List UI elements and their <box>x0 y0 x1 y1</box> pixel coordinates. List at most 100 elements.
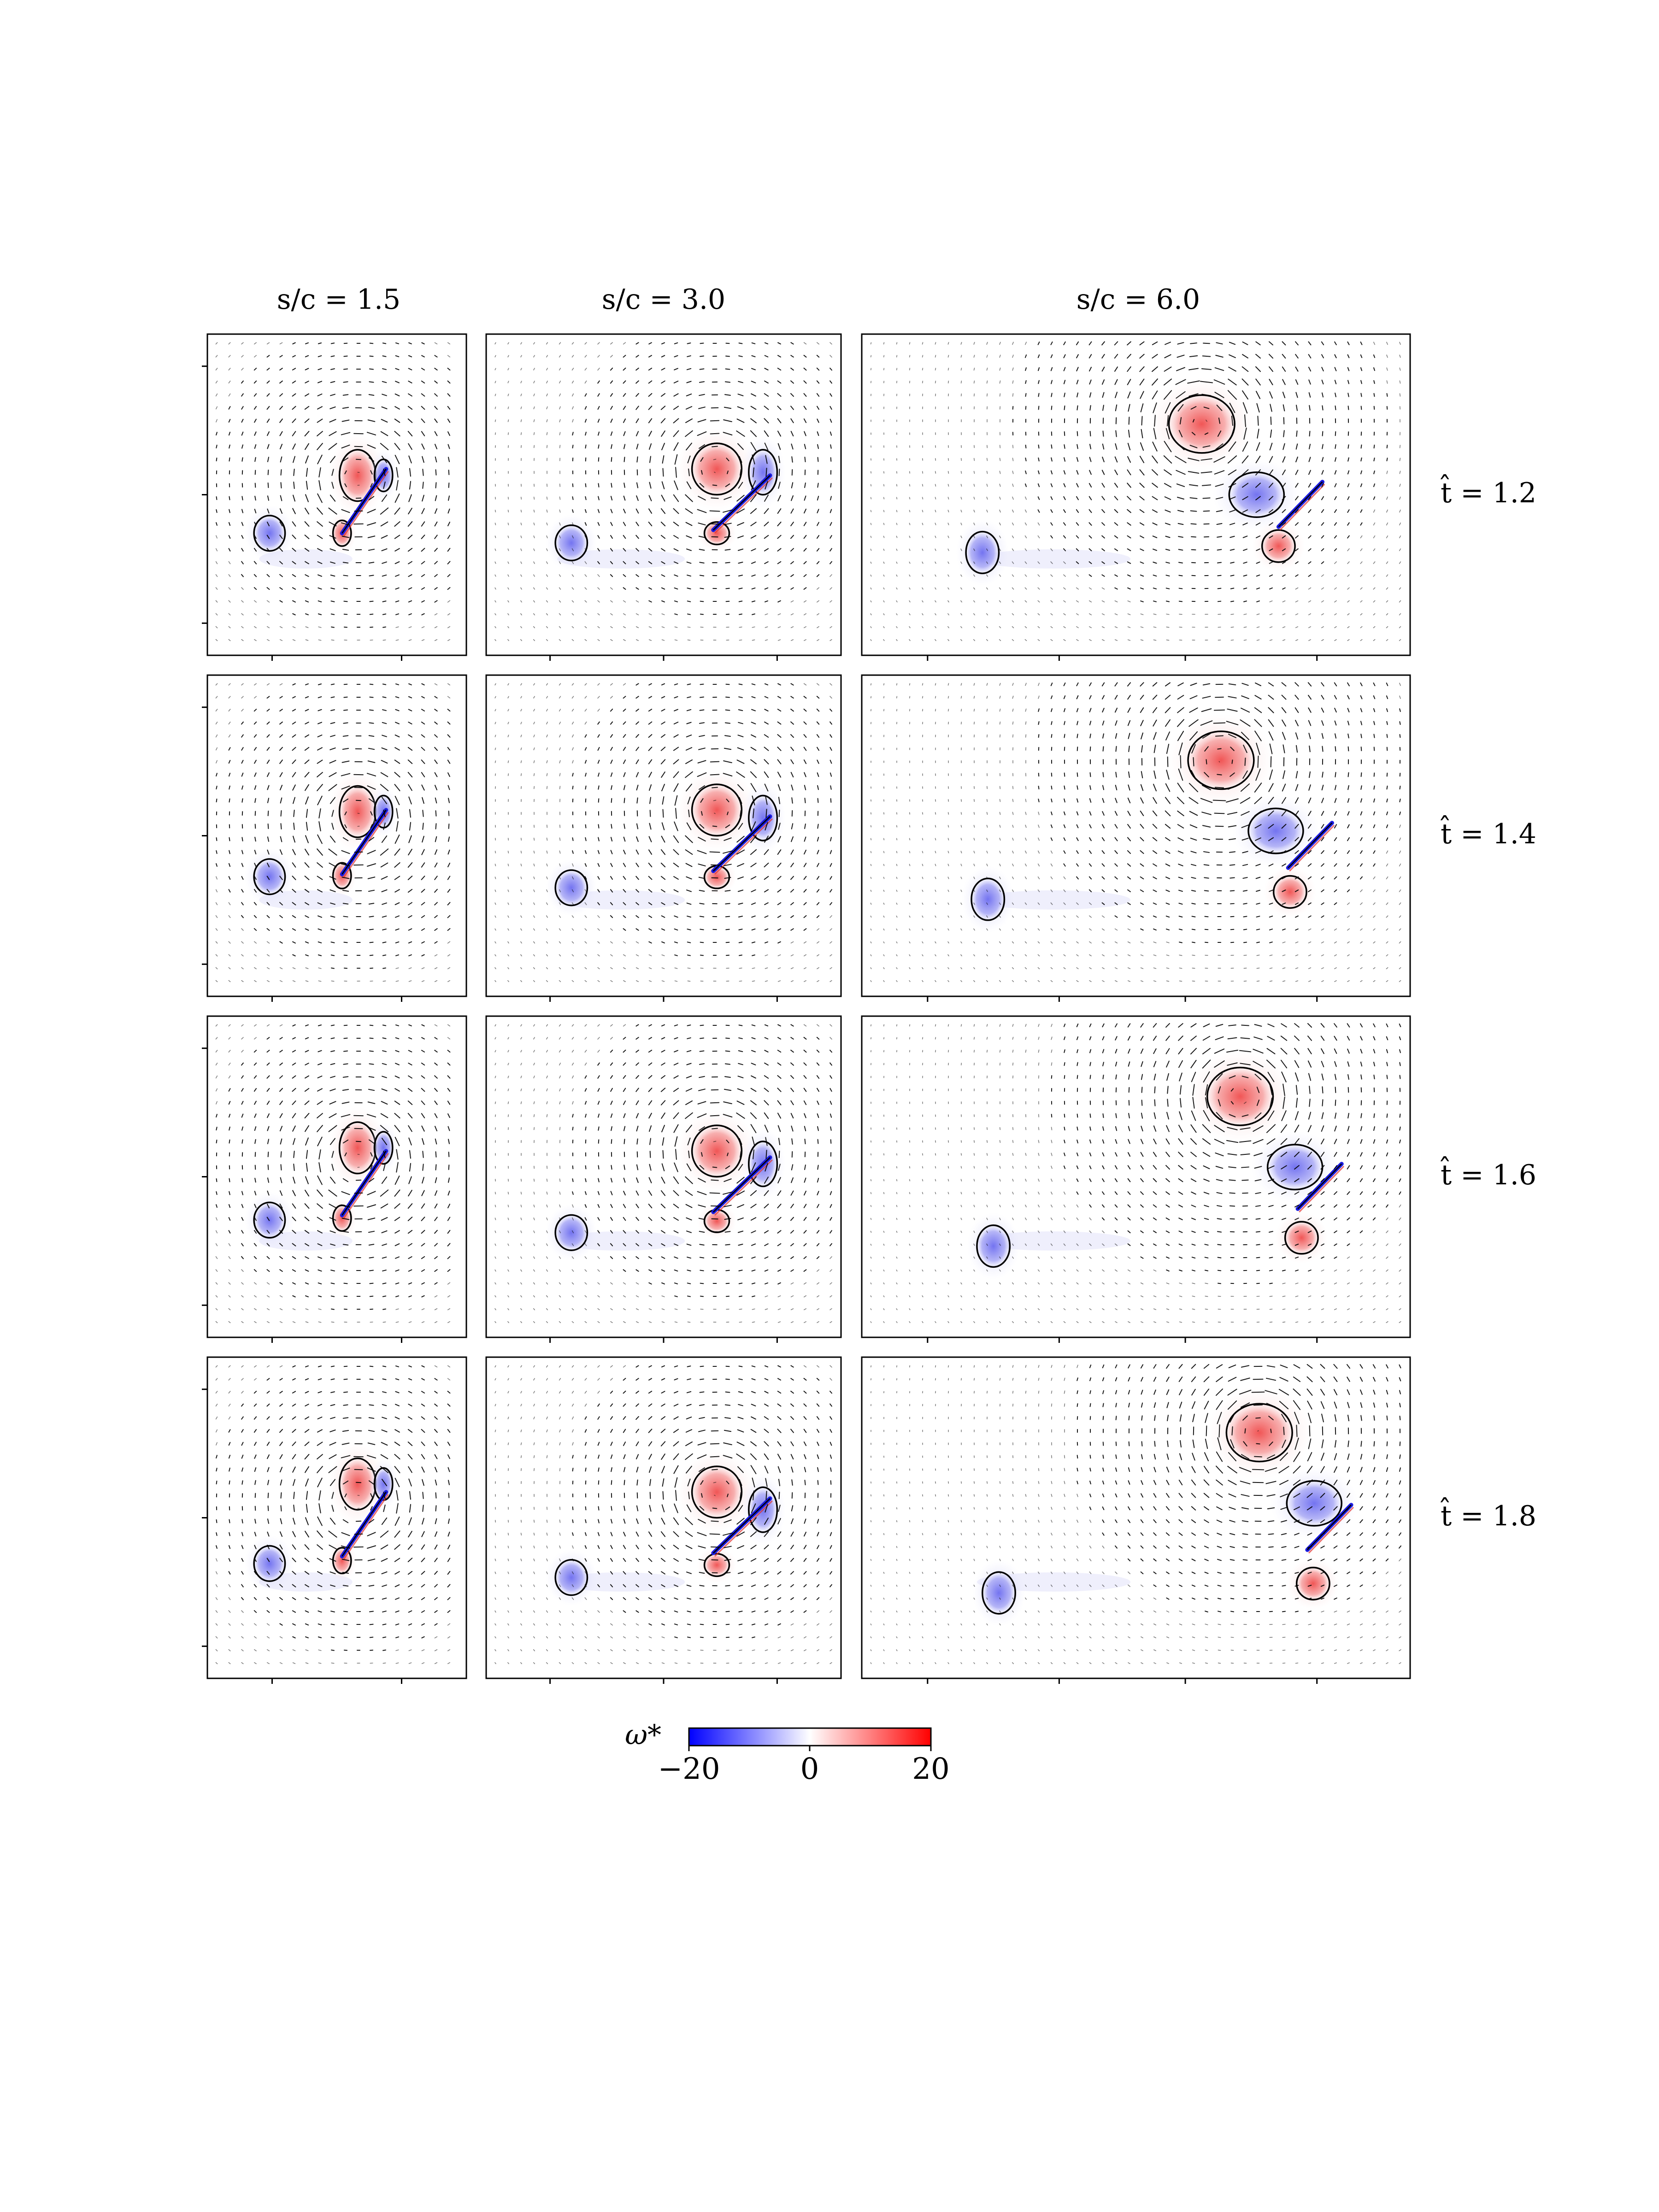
velocity-vector <box>804 626 806 629</box>
velocity-vector <box>1101 695 1105 700</box>
velocity-vector <box>1025 393 1027 397</box>
velocity-vector <box>317 1136 323 1147</box>
velocity-vector <box>520 1063 522 1065</box>
velocity-vector <box>434 547 438 552</box>
velocity-vector <box>1114 561 1118 564</box>
velocity-vector <box>830 574 832 577</box>
velocity-vector <box>947 471 949 474</box>
velocity-vector <box>1282 379 1286 385</box>
velocity-vector <box>1295 470 1299 475</box>
velocity-vector <box>1295 535 1299 539</box>
velocity-vector <box>241 876 244 880</box>
velocity-vector <box>1012 877 1014 879</box>
velocity-vector <box>408 722 412 724</box>
velocity-vector <box>1178 916 1183 918</box>
velocity-vector <box>383 1150 386 1159</box>
velocity-vector <box>1360 811 1363 816</box>
velocity-vector <box>216 773 218 777</box>
velocity-vector <box>1076 509 1079 513</box>
velocity-vector <box>1360 380 1362 384</box>
velocity-vector <box>737 735 744 737</box>
velocity-vector <box>790 876 794 880</box>
velocity-vector <box>1226 798 1239 803</box>
velocity-vector <box>648 836 652 842</box>
velocity-vector <box>648 734 653 738</box>
velocity-vector <box>253 1075 257 1079</box>
velocity-vector <box>1308 707 1312 713</box>
velocity-vector <box>935 683 936 686</box>
velocity-vector <box>648 889 653 893</box>
velocity-vector <box>1386 393 1388 397</box>
velocity-vector <box>292 508 296 514</box>
velocity-vector <box>395 683 400 685</box>
velocity-vector <box>973 561 975 564</box>
velocity-vector <box>1228 366 1236 372</box>
velocity-vector <box>790 431 794 436</box>
velocity-vector <box>1037 850 1040 854</box>
velocity-vector <box>1114 639 1118 641</box>
velocity-vector <box>1282 639 1286 641</box>
velocity-vector <box>292 1125 296 1132</box>
velocity-vector <box>341 760 350 763</box>
velocity-vector <box>1335 392 1336 398</box>
velocity-vector <box>1281 810 1287 817</box>
velocity-vector <box>1115 784 1118 791</box>
velocity-vector <box>367 877 376 879</box>
velocity-vector <box>803 587 807 590</box>
velocity-vector <box>394 1230 400 1234</box>
velocity-vector <box>421 1203 425 1209</box>
velocity-vector <box>507 381 509 383</box>
velocity-vector <box>1373 444 1375 449</box>
plate-edge <box>343 471 389 537</box>
velocity-vector <box>610 639 613 641</box>
velocity-vector <box>673 535 679 539</box>
velocity-vector <box>1115 404 1118 412</box>
velocity-vector <box>648 393 653 397</box>
velocity-vector <box>1360 457 1362 462</box>
velocity-vector <box>1012 587 1014 590</box>
velocity-vector <box>394 772 400 777</box>
velocity-vector <box>1163 378 1172 386</box>
velocity-vector <box>253 561 257 565</box>
velocity-vector <box>1165 509 1171 513</box>
velocity-vector <box>241 928 244 931</box>
velocity-vector <box>1154 415 1156 427</box>
velocity-vector <box>610 600 613 603</box>
velocity-vector <box>1399 889 1401 892</box>
velocity-vector <box>329 862 337 868</box>
velocity-vector <box>1282 366 1286 372</box>
velocity-vector <box>266 1243 270 1247</box>
velocity-vector <box>1281 824 1287 829</box>
velocity-vector <box>830 444 832 449</box>
velocity-vector <box>267 1139 270 1144</box>
velocity-vector <box>447 941 451 944</box>
velocity-vector <box>1153 889 1157 892</box>
velocity-vector <box>253 734 257 738</box>
velocity-vector <box>292 587 296 590</box>
velocity-vector <box>241 734 244 738</box>
velocity-vector <box>367 785 376 790</box>
velocity-vector <box>1101 613 1105 616</box>
velocity-vector <box>662 455 665 464</box>
velocity-vector <box>1269 574 1273 577</box>
velocity-vector <box>973 980 975 982</box>
velocity-vector <box>241 613 244 616</box>
velocity-vector <box>896 941 898 944</box>
velocity-vector <box>1038 682 1040 686</box>
velocity-vector <box>584 967 587 970</box>
velocity-vector <box>533 1063 535 1065</box>
velocity-vector <box>960 471 962 474</box>
velocity-vector <box>584 759 587 764</box>
velocity-vector <box>738 709 743 712</box>
velocity-vector <box>816 708 820 712</box>
velocity-vector <box>267 508 270 514</box>
velocity-vector <box>1296 405 1298 411</box>
velocity-vector <box>623 393 626 397</box>
velocity-vector <box>1399 967 1401 970</box>
velocity-vector <box>1399 613 1401 616</box>
velocity-vector <box>1038 721 1040 725</box>
velocity-vector <box>739 456 742 463</box>
velocity-vector <box>533 368 535 371</box>
velocity-vector <box>1256 403 1260 413</box>
velocity-vector <box>1190 406 1197 410</box>
